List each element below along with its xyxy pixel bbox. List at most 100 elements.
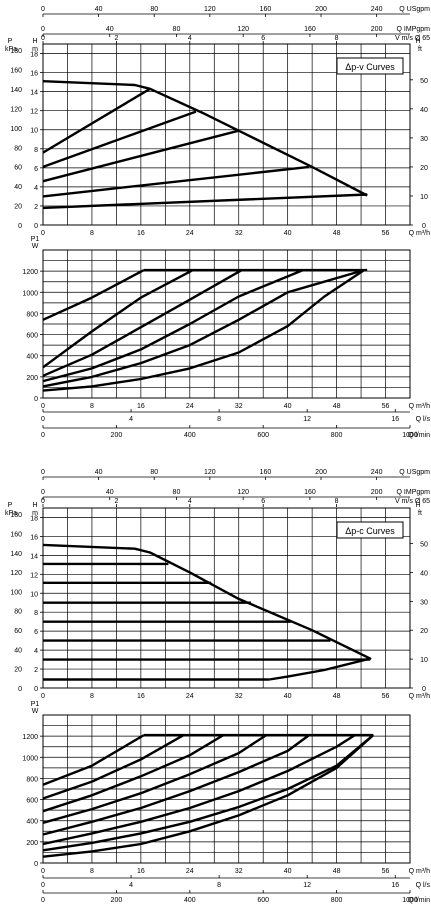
chart2-head-m-tick: 2 [34, 667, 38, 674]
chart1-head-m-tick: 6 [34, 166, 38, 173]
chart1-lmin-tick-label: 0 [41, 432, 45, 439]
chart1-head-x-tick: 32 [235, 230, 243, 237]
chart2-head-m-tick: 16 [30, 534, 38, 541]
chart2-velocity-tick-label: 6 [261, 498, 265, 505]
chart2-lmin-tick-label: 200 [111, 897, 123, 904]
chart1-lmin-tick-label: 1000 [402, 432, 418, 439]
chart2-power-curve-3 [42, 734, 185, 800]
chart1-head-kpa-tick: 80 [14, 145, 22, 152]
chart1-head-curve-4 [42, 129, 239, 183]
chart1-lmin-tick-label: 400 [184, 432, 196, 439]
chart1-ls-tick-label: 0 [41, 416, 45, 423]
chart2-head-kpa-tick: 140 [10, 551, 22, 558]
chart2-usgpm-axis-tick-label: 40 [95, 469, 103, 476]
chart1-power-y-tick: 800 [26, 311, 38, 318]
chart1-head-m-tick: 0 [34, 223, 38, 230]
chart2-head-kpa-tick: 0 [18, 686, 22, 693]
chart2-power-curve-5 [42, 734, 267, 824]
chart2-velocity-tick-label: 4 [188, 498, 192, 505]
chart1-head-kpa-tick: 20 [14, 204, 22, 211]
chart2-lmin-tick-label: 0 [41, 897, 45, 904]
chart1-ls-tick-label: 12 [303, 416, 311, 423]
chart1-power-x-tick: 24 [186, 403, 194, 410]
chart1-head-x-tick: 40 [284, 230, 292, 237]
chart1-head-kpa-tick: 140 [10, 87, 22, 94]
chart1-power-x-label: Q m³/h [409, 403, 430, 410]
chart1-usgpm-axis-tick-label: 200 [315, 6, 327, 13]
chart1-ls-tick-label: 4 [129, 416, 133, 423]
chart2-head-ft-label: ft [418, 510, 422, 517]
chart1-impgpm-axis-tick-label: 160 [304, 26, 316, 33]
chart2-power-curve-9 [42, 734, 375, 858]
chart2-ls-tick-label: 16 [391, 882, 399, 889]
chart1-usgpm-axis-tick-label: 0 [41, 6, 45, 13]
chart2-lmin-tick-label: 400 [184, 897, 196, 904]
chart2-head-kpa-tick: 100 [10, 589, 22, 596]
chart1-head-ft-tick: 10 [420, 194, 428, 201]
chart2-impgpm-axis-title: Q IMPgpm [397, 489, 431, 496]
chart1-lmin-tick-label: 800 [331, 432, 343, 439]
chart1-head-ft-tick: 0 [422, 223, 426, 230]
chart1-velocity-tick-label: 8 [335, 35, 339, 42]
chart2-impgpm-axis-tick-label: 0 [41, 489, 45, 496]
chart2-power-x-tick: 0 [41, 868, 45, 875]
chart1-head-ft-label: ft [418, 46, 422, 53]
chart1-head-ft-tick: 30 [420, 136, 428, 143]
chart2-power-x-tick: 56 [382, 868, 390, 875]
chart1-head-x-tick: 16 [137, 230, 145, 237]
chart1-head-hft-label: H [415, 38, 420, 45]
chart1-usgpm-axis-tick-label: 240 [371, 6, 383, 13]
chart1-head-kpa-tick: 160 [10, 68, 22, 75]
chart1-velocity-tick-label: 0 [41, 35, 45, 42]
chart1-impgpm-axis-tick-label: 200 [371, 26, 383, 33]
chart1-lmin-title: Q l/min [408, 432, 430, 439]
chart2-usgpm-axis-tick-label: 80 [150, 469, 158, 476]
chart2-head-p-label: P [8, 502, 13, 509]
chart2-power-curve-2 [42, 734, 145, 786]
chart1-usgpm-axis-tick-label: 120 [204, 6, 216, 13]
chart1-head-kpa-tick: 40 [14, 184, 22, 191]
chart1-power-x-tick: 40 [284, 403, 292, 410]
chart1-head-m-tick: 18 [30, 52, 38, 59]
chart2-head-m-tick: 10 [30, 591, 38, 598]
chart2-power-y-tick: 400 [26, 819, 38, 826]
chart1-head-kpa-tick: 0 [18, 223, 22, 230]
chart1-impgpm-axis-tick-label: 40 [106, 26, 114, 33]
chart2-ls-tick-label: 8 [217, 882, 221, 889]
chart2-power-x-tick: 32 [235, 868, 243, 875]
chart1-velocity-tick-label: 4 [188, 35, 192, 42]
chart2-lmin-title: Q l/min [408, 897, 430, 904]
chart1-power-x-tick: 0 [41, 403, 45, 410]
chart2-power-y-tick: 800 [26, 776, 38, 783]
chart1-head-curve-5 [42, 165, 310, 198]
chart1-power-x-tick: 56 [382, 403, 390, 410]
chart2-head-curve-1 [42, 543, 372, 681]
chart2-head-m-tick: 4 [34, 648, 38, 655]
chart2-power-y-tick: 600 [26, 798, 38, 805]
chart1-power-y-tick: 600 [26, 333, 38, 340]
chart2-power-y-tick: 0 [34, 861, 38, 868]
chart1-head-x-tick: 48 [333, 230, 341, 237]
chart1-power-curve-6 [42, 268, 365, 388]
chart2-head-x-tick: 40 [284, 693, 292, 700]
chart1-impgpm-axis-tick-label: 80 [173, 26, 181, 33]
chart2-head-m-label: m [32, 510, 38, 517]
chart2-head-kpa-tick: 40 [14, 647, 22, 654]
chart2-head-kpa-label: kPa [5, 510, 17, 517]
chart2-head-kpa-tick: 160 [10, 531, 22, 538]
chart2-head-x-label: Q m³/h [409, 693, 430, 700]
chart1-head-curve-1 [42, 80, 368, 197]
chart2-head-x-tick: 48 [333, 693, 341, 700]
chart1-head-frame [42, 43, 411, 226]
chart2-power-curve-7 [42, 734, 356, 846]
chart2-head-m-tick: 12 [30, 572, 38, 579]
chart1-velocity-tick-label: 6 [261, 35, 265, 42]
chart2-ls-tick-label: 4 [129, 882, 133, 889]
chart1-lmin-tick-label: 200 [111, 432, 123, 439]
chart2-power-y-tick: 1200 [22, 734, 38, 741]
chart1-head-ft-tick: 40 [420, 107, 428, 114]
chart2-head-ft-tick: 40 [420, 570, 428, 577]
chart2-head-ft-tick: 10 [420, 657, 428, 664]
chart2-impgpm-axis-tick-label: 40 [106, 489, 114, 496]
chart1-lmin-tick-label: 600 [257, 432, 269, 439]
